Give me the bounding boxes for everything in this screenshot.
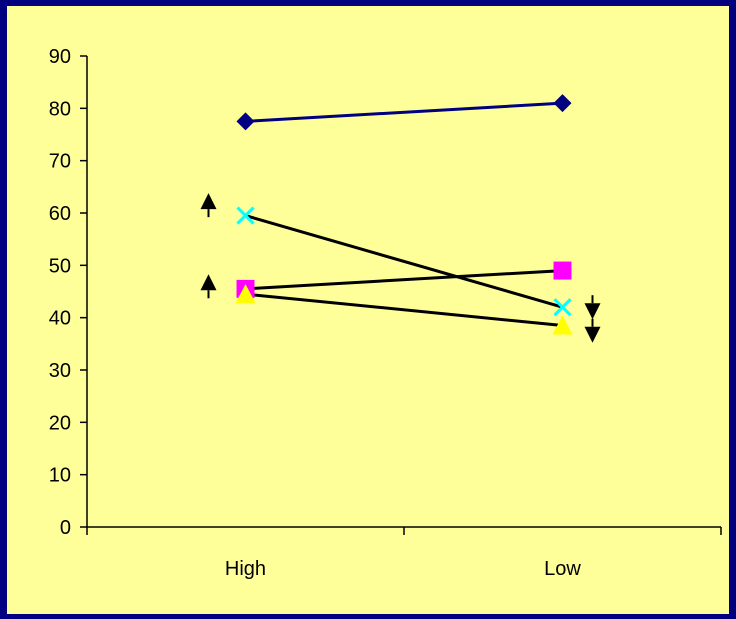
data-point-s2-2 <box>553 298 572 317</box>
data-point-s4-2 <box>552 315 573 335</box>
data-point-s1-1 <box>236 112 255 131</box>
x-tick-label: Low <box>544 558 581 580</box>
up-arrow-annotation-1 <box>200 193 217 218</box>
y-tick-label: 60 <box>49 203 71 225</box>
y-tick-label: 20 <box>49 412 71 434</box>
x-tick-label: High <box>225 558 266 580</box>
y-tick-label: 40 <box>49 308 71 330</box>
plot-area <box>7 6 729 614</box>
up-arrow-annotation-2 <box>200 274 217 299</box>
data-point-s4-1 <box>235 284 256 304</box>
data-point-s1-2 <box>553 94 572 113</box>
y-tick-label: 10 <box>49 465 71 487</box>
series-line-2 <box>245 214 563 309</box>
down-arrow-annotation-4 <box>584 318 601 343</box>
y-tick-label: 70 <box>49 151 71 173</box>
series-line-1 <box>245 101 563 123</box>
y-tick-label: 90 <box>49 46 71 68</box>
y-tick-label: 50 <box>49 255 71 277</box>
y-tick-label: 80 <box>49 98 71 120</box>
y-tick-label: 30 <box>49 360 71 382</box>
y-tick-label: 0 <box>60 517 71 539</box>
data-point-s2-1 <box>236 206 255 225</box>
data-point-s3-2 <box>553 261 572 280</box>
series-line-3 <box>245 269 563 291</box>
down-arrow-annotation-3 <box>584 295 601 320</box>
series-line-4 <box>245 292 563 328</box>
